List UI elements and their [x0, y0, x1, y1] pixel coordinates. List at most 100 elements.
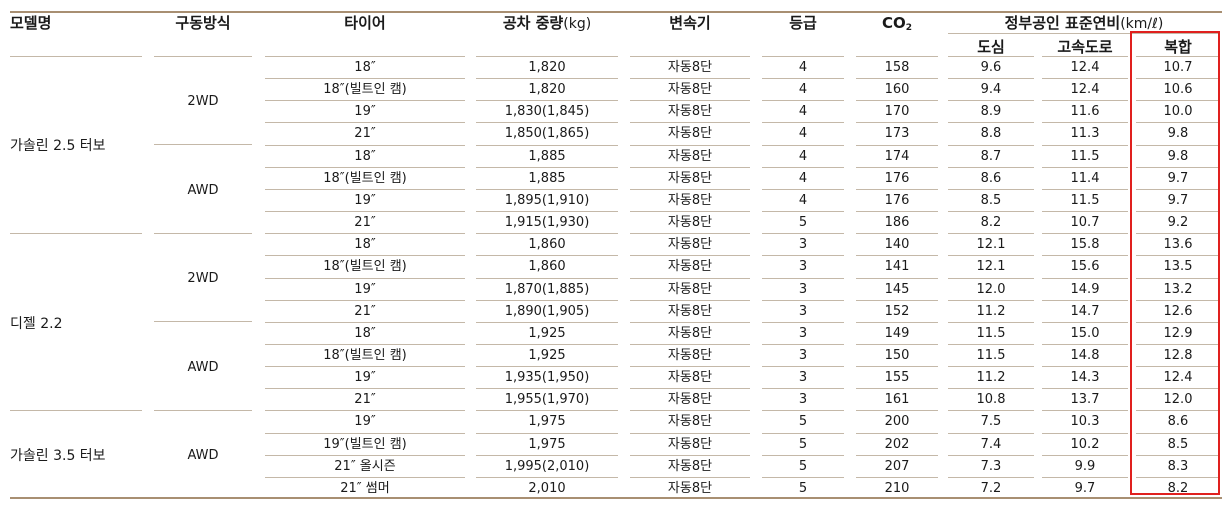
city-mpg-cell: 7.3 — [980, 458, 1002, 474]
city-mpg-cell: 7.4 — [980, 436, 1002, 452]
row-divider — [948, 255, 1034, 257]
row-divider — [762, 211, 844, 213]
header-grade: 등급 — [789, 14, 817, 32]
row-divider — [762, 277, 844, 279]
row-divider — [762, 299, 844, 301]
row-divider — [630, 188, 750, 190]
row-divider — [762, 388, 844, 390]
grade-cell: 3 — [798, 347, 808, 363]
row-divider — [762, 321, 844, 323]
grade-cell: 3 — [798, 325, 808, 341]
combined-mpg-cell: 12.9 — [1163, 325, 1193, 341]
co2-cell: 173 — [884, 126, 910, 142]
city-mpg-cell: 8.2 — [980, 215, 1002, 231]
weight-cell: 1,935(1,950) — [504, 370, 590, 386]
transmission-cell: 자동8단 — [667, 148, 713, 164]
row-divider — [1042, 122, 1128, 124]
weight-cell: 1,955(1,970) — [504, 392, 590, 408]
row-divider — [476, 410, 618, 412]
tire-cell: 18″ — [354, 325, 376, 341]
row-divider — [856, 255, 938, 257]
row-divider — [1042, 277, 1128, 279]
city-mpg-cell: 8.7 — [980, 148, 1002, 164]
co2-cell: 158 — [884, 60, 910, 75]
weight-cell: 1,885 — [528, 170, 566, 186]
row-divider — [265, 100, 465, 102]
row-divider — [1042, 299, 1128, 301]
row-divider — [630, 166, 750, 168]
weight-cell: 1,915(1,930) — [504, 215, 590, 231]
row-divider — [630, 476, 750, 478]
row-divider — [856, 299, 938, 301]
row-divider — [1136, 410, 1220, 412]
highway-mpg-cell: 9.9 — [1074, 458, 1096, 474]
row-divider — [630, 321, 750, 323]
row-divider — [476, 144, 618, 146]
combined-mpg-cell: 10.0 — [1163, 104, 1193, 120]
highway-mpg-cell: 14.7 — [1070, 303, 1100, 319]
grade-cell: 5 — [798, 480, 808, 496]
row-divider — [476, 343, 618, 345]
row-divider — [948, 56, 1034, 57]
row-divider — [856, 188, 938, 190]
co2-cell: 149 — [884, 325, 910, 341]
row-divider — [1136, 299, 1220, 301]
header-co2-main: CO — [881, 14, 906, 32]
weight-cell: 1,860 — [528, 259, 566, 275]
grade-cell: 5 — [798, 458, 808, 474]
row-divider — [265, 321, 465, 323]
row-divider — [948, 388, 1034, 390]
row-divider — [476, 78, 618, 80]
weight-cell: 1,820 — [528, 82, 566, 98]
grade-cell: 4 — [798, 60, 808, 75]
tire-cell: 21″ 올시즌 — [334, 458, 396, 474]
transmission-cell: 자동8단 — [667, 259, 713, 275]
row-divider — [1136, 211, 1220, 213]
row-divider — [1136, 78, 1220, 80]
weight-cell: 2,010 — [528, 480, 566, 496]
header-highway: 고속도로 — [1057, 38, 1113, 56]
header-tire: 타이어 — [344, 14, 386, 32]
combined-mpg-cell: 8.2 — [1167, 480, 1189, 496]
tire-cell: 21″ — [354, 126, 376, 142]
city-mpg-cell: 10.8 — [976, 392, 1006, 408]
row-divider — [476, 233, 618, 235]
row-divider — [762, 144, 844, 146]
city-mpg-cell: 8.5 — [980, 192, 1002, 208]
combined-mpg-cell: 13.6 — [1163, 237, 1193, 253]
row-divider — [1136, 122, 1220, 124]
row-divider — [762, 233, 844, 235]
row-divider — [948, 277, 1034, 279]
header-drive: 구동방식 — [175, 14, 231, 32]
row-divider — [1042, 410, 1128, 412]
co2-cell: 161 — [884, 392, 910, 408]
tire-cell: 19″ — [354, 281, 376, 297]
tire-cell: 19″ — [354, 370, 376, 386]
combined-mpg-cell: 10.6 — [1163, 82, 1193, 98]
city-mpg-cell: 12.0 — [976, 281, 1006, 297]
tire-cell: 18″ — [354, 60, 376, 75]
transmission-cell: 자동8단 — [667, 370, 713, 386]
highway-mpg-cell: 12.4 — [1070, 82, 1100, 98]
header-fuel-group-label: 정부공인 표준연비 — [1004, 14, 1121, 32]
combined-mpg-cell: 9.2 — [1167, 215, 1189, 231]
row-divider — [1042, 211, 1128, 213]
weight-cell: 1,975 — [528, 436, 566, 452]
row-divider — [856, 388, 938, 390]
row-divider — [265, 144, 465, 146]
combined-mpg-cell: 8.5 — [1167, 436, 1189, 452]
tire-cell: 18″(빌트인 캠) — [323, 347, 407, 363]
row-divider — [1136, 100, 1220, 102]
highway-mpg-cell: 14.3 — [1070, 370, 1100, 386]
header-city: 도심 — [977, 38, 1005, 56]
row-divider — [1042, 233, 1128, 235]
transmission-cell: 자동8단 — [667, 192, 713, 208]
row-divider — [630, 366, 750, 368]
row-divider — [265, 188, 465, 190]
transmission-cell: 자동8단 — [667, 436, 713, 452]
row-divider — [1136, 255, 1220, 257]
grade-cell: 4 — [798, 148, 808, 164]
transmission-cell: 자동8단 — [667, 104, 713, 120]
header-fuel-divider — [948, 33, 1220, 34]
grade-cell: 3 — [798, 370, 808, 386]
